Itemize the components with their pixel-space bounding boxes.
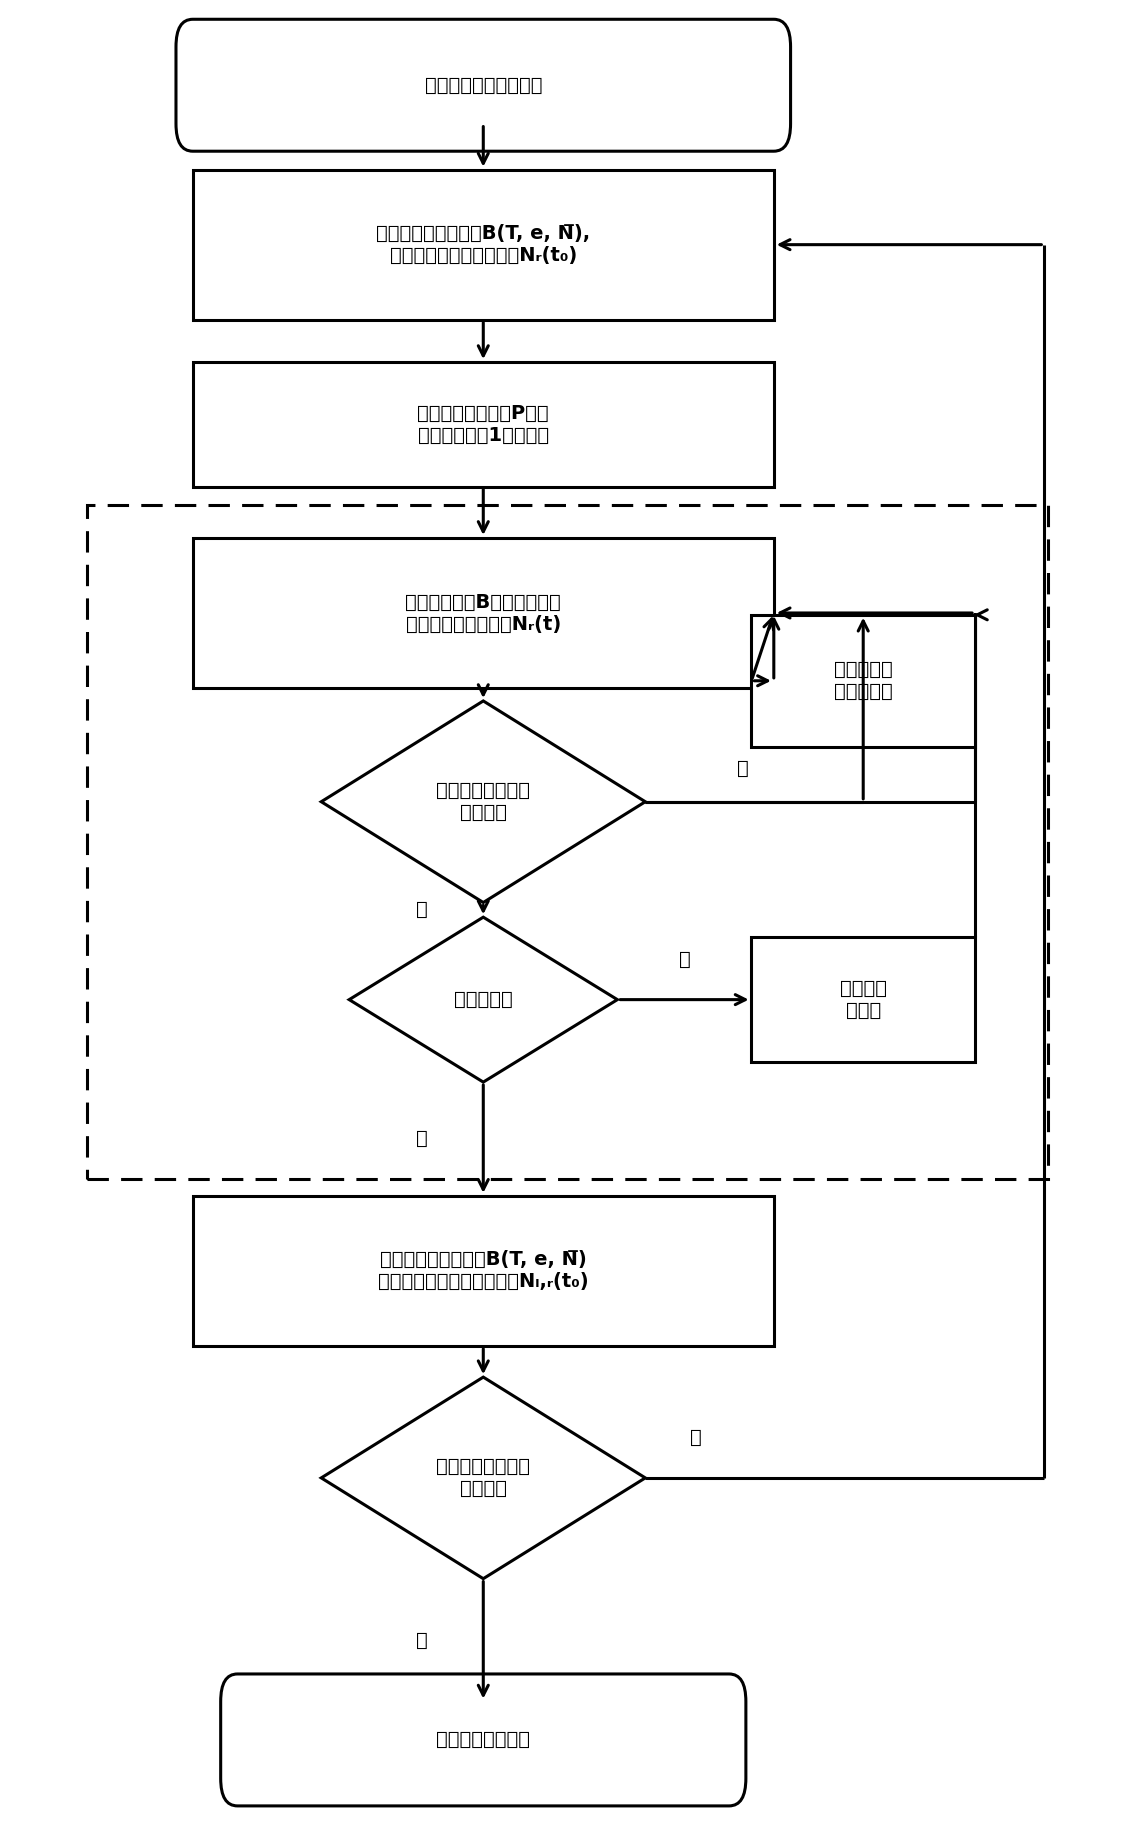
Text: 开始下一
燃耗步: 开始下一 燃耗步 — [840, 980, 887, 1020]
Polygon shape — [321, 1377, 646, 1579]
Text: 是: 是 — [416, 1630, 428, 1649]
Bar — [193, 362, 774, 487]
Bar — [193, 1197, 774, 1345]
Text: 当前燃耗步
中子学计算: 当前燃耗步 中子学计算 — [834, 660, 893, 702]
Bar — [751, 937, 975, 1062]
Bar — [86, 505, 1048, 1180]
Text: 区域核子密度向量
是否收敛: 区域核子密度向量 是否收敛 — [436, 781, 530, 822]
Text: 是: 是 — [416, 1129, 428, 1149]
Bar — [751, 616, 975, 746]
FancyBboxPatch shape — [221, 1674, 746, 1807]
Polygon shape — [321, 700, 646, 902]
Text: 否: 否 — [678, 950, 691, 969]
Bar — [193, 169, 774, 320]
Text: 基于当前的嬗变矩阵B(T, e, N̅),
计算循环初区域核子密度Nᵣ(t₀): 基于当前的嬗变矩阵B(T, e, N̅), 计算循环初区域核子密度Nᵣ(t₀) — [376, 224, 591, 265]
Text: 否: 否 — [737, 759, 749, 777]
Text: 采用最终的嬗变矩阵B(T, e, N̅)
计算新的阶段核子密度向量Nₗ,ᵣ(t₀): 采用最终的嬗变矩阵B(T, e, N̅) 计算新的阶段核子密度向量Nₗ,ᵣ(t₀… — [378, 1250, 588, 1292]
Text: 堆内循环模式收敛: 堆内循环模式收敛 — [436, 1730, 530, 1750]
Text: 是否循环末: 是否循环末 — [454, 991, 513, 1009]
Text: 否: 否 — [690, 1428, 702, 1447]
Text: 计算嬗变矩阵B及当前燃耗步
的区域核子密度向量Nᵣ(t): 计算嬗变矩阵B及当前燃耗步 的区域核子密度向量Nᵣ(t) — [405, 592, 562, 634]
Text: 将循环长度划分为P个燃
耗步，开始第1个燃耗步: 将循环长度划分为P个燃 耗步，开始第1个燃耗步 — [418, 404, 549, 445]
Text: 开始堆内循环模式迭代: 开始堆内循环模式迭代 — [424, 75, 542, 96]
Text: 是: 是 — [416, 901, 428, 919]
Polygon shape — [349, 917, 618, 1083]
Bar — [193, 539, 774, 687]
Text: 阶段核子密度向量
是否收敛: 阶段核子密度向量 是否收敛 — [436, 1458, 530, 1498]
FancyBboxPatch shape — [176, 18, 791, 151]
